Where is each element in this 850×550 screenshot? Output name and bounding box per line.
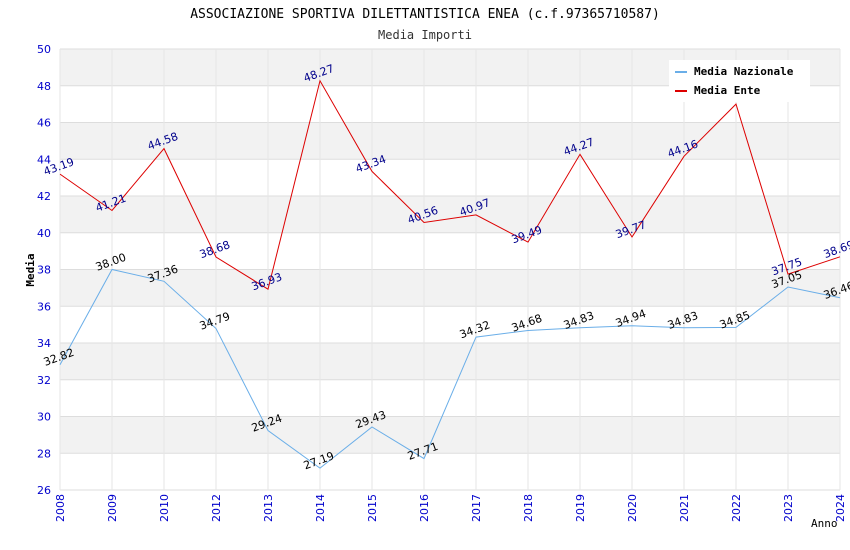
y-tick-label: 44	[37, 153, 51, 166]
y-tick-label: 42	[37, 190, 51, 203]
legend-label-media-nazionale: Media Nazionale	[694, 65, 794, 78]
y-tick-label: 32	[37, 374, 51, 387]
y-tick-label: 34	[37, 337, 51, 350]
x-tick-label: 2021	[678, 494, 691, 522]
x-tick-label: 2023	[782, 494, 795, 522]
y-tick-label: 36	[37, 300, 51, 313]
y-tick-label: 50	[37, 43, 51, 56]
chart-subtitle: Media Importi	[378, 28, 472, 42]
x-axis-label: Anno	[811, 517, 838, 530]
x-axis-ticks: 2008 2009 2010 2012 2013 2014 2015 2016 2017 2018…	[54, 494, 847, 522]
x-tick-label: 2008	[54, 494, 67, 522]
background-band	[60, 122, 840, 160]
x-tick-label: 2022	[730, 494, 743, 522]
y-axis-ticks: 26 28 30 32 34 36 38 40 42 44 46 48 50	[37, 43, 51, 497]
y-tick-label: 46	[37, 117, 51, 130]
x-tick-label: 2024	[834, 494, 847, 522]
background-band	[60, 159, 840, 196]
x-tick-label: 2009	[106, 494, 119, 522]
x-tick-label: 2016	[418, 494, 431, 522]
x-tick-label: 2015	[366, 494, 379, 522]
series-line-media-ente	[59, 79, 841, 290]
background-band	[60, 196, 840, 233]
series-lines	[59, 79, 841, 469]
y-tick-label: 40	[37, 227, 51, 240]
x-tick-label: 2020	[626, 494, 639, 522]
background-band	[60, 343, 840, 380]
x-tick-label: 2010	[158, 494, 171, 522]
x-tick-label: 2012	[210, 494, 223, 522]
background-band	[60, 306, 840, 343]
legend-box	[669, 60, 810, 102]
x-tick-label: 2019	[574, 494, 587, 522]
legend: Media Nazionale Media Ente	[669, 60, 810, 102]
series-line-media-nazionale	[59, 268, 841, 469]
y-tick-label: 38	[37, 264, 51, 277]
legend-label-media-ente: Media Ente	[694, 84, 761, 97]
y-tick-label: 28	[37, 447, 51, 460]
x-tick-label: 2018	[522, 494, 535, 522]
y-tick-label: 48	[37, 80, 51, 93]
x-tick-label: 2014	[314, 494, 327, 522]
y-tick-label: 30	[37, 411, 51, 424]
chart-title: ASSOCIAZIONE SPORTIVA DILETTANTISTICA EN…	[190, 7, 660, 22]
background-band	[60, 232, 840, 270]
x-tick-label: 2013	[262, 494, 275, 522]
background-band	[60, 453, 840, 490]
y-axis-label: Media	[24, 253, 37, 286]
background-band	[60, 269, 840, 307]
x-tick-label: 2017	[470, 494, 483, 522]
y-tick-label: 26	[37, 484, 51, 497]
background-band	[60, 416, 840, 454]
